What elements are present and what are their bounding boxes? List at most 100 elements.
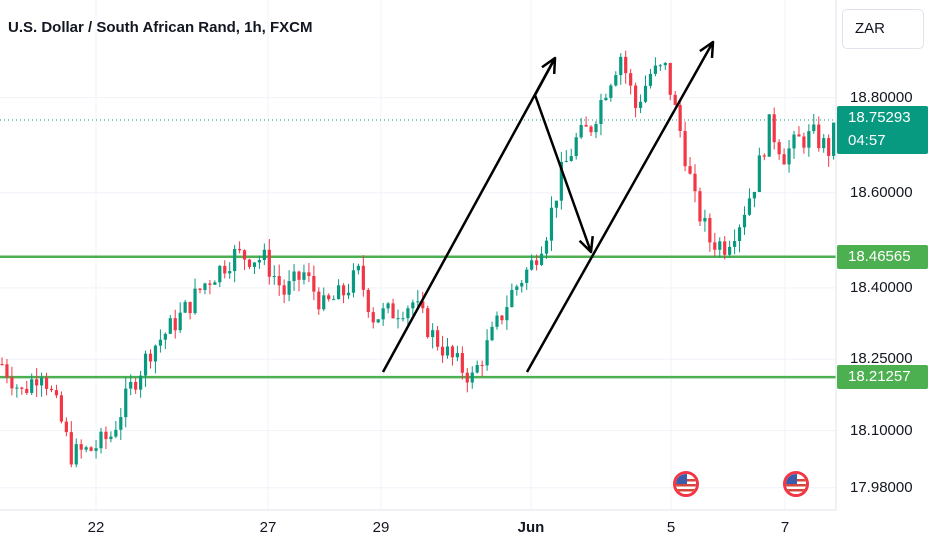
candle <box>79 439 83 459</box>
candle <box>653 57 657 77</box>
candle <box>346 283 351 299</box>
candle <box>544 236 549 259</box>
candle <box>376 318 380 324</box>
candle <box>341 283 346 304</box>
candle <box>74 438 78 468</box>
candle <box>668 62 672 101</box>
candle <box>648 68 653 89</box>
candle <box>767 114 771 157</box>
us-flag-icon[interactable] <box>673 471 699 497</box>
candle <box>772 107 776 150</box>
candle <box>208 279 212 295</box>
trend-arrow-down[interactable] <box>533 57 594 254</box>
candle <box>183 299 187 314</box>
candle <box>742 206 747 235</box>
candle <box>153 344 158 374</box>
candle <box>554 200 558 218</box>
us-flag-icon[interactable] <box>783 471 809 497</box>
candle <box>292 263 296 291</box>
candle <box>59 391 63 424</box>
candle <box>579 117 583 140</box>
candle <box>238 241 242 254</box>
candle <box>703 209 707 232</box>
candle <box>277 264 281 296</box>
candle <box>124 377 128 428</box>
candle <box>351 263 356 298</box>
trend-arrow-up-1[interactable] <box>381 56 557 373</box>
candle <box>213 280 217 285</box>
candle <box>539 246 544 267</box>
candle <box>589 125 593 137</box>
candle <box>752 191 756 208</box>
candle <box>54 384 59 399</box>
candle <box>426 305 430 339</box>
candle <box>520 280 524 293</box>
candle <box>495 311 499 330</box>
candle <box>762 153 766 161</box>
candle <box>797 126 801 137</box>
candle <box>178 302 182 333</box>
candle <box>421 291 425 314</box>
candle <box>322 287 326 312</box>
candle <box>574 132 578 160</box>
price-tick-label: 17.98000 <box>850 478 913 496</box>
candle <box>262 243 266 266</box>
candle <box>173 309 177 339</box>
candle <box>609 83 613 102</box>
candle <box>332 295 336 301</box>
price-tick-label: 18.25000 <box>850 350 913 368</box>
price-tick-label: 18.10000 <box>850 421 913 439</box>
candle <box>228 262 232 279</box>
candle <box>535 254 539 271</box>
candle <box>460 346 464 380</box>
trend-arrows[interactable] <box>381 40 715 373</box>
candle <box>450 344 455 366</box>
candle <box>713 232 717 257</box>
candle <box>0 357 4 366</box>
candle <box>356 263 360 275</box>
candle <box>733 229 737 255</box>
candle <box>233 244 237 283</box>
candle <box>559 151 563 210</box>
candle <box>64 417 68 437</box>
candle <box>624 50 628 84</box>
currency-button[interactable]: ZAR <box>842 9 924 49</box>
candle <box>287 270 291 302</box>
candle <box>163 332 167 350</box>
candle <box>40 372 44 397</box>
candle <box>594 120 598 139</box>
candle <box>832 122 836 160</box>
candle <box>416 290 420 307</box>
candle <box>515 284 519 296</box>
candle <box>777 139 781 160</box>
candle <box>242 249 247 271</box>
candle <box>188 301 192 320</box>
trend-arrow-up-2[interactable] <box>525 40 715 373</box>
time-tick-label: 5 <box>666 519 676 536</box>
candle <box>431 323 435 349</box>
candle <box>302 264 306 285</box>
candle <box>782 148 786 165</box>
time-tick-label: 7 <box>780 519 790 536</box>
candle <box>223 260 227 279</box>
time-tick-label: 27 <box>259 519 277 536</box>
candle <box>436 325 440 351</box>
candle <box>658 63 662 71</box>
candle <box>143 350 148 387</box>
candle <box>445 338 450 359</box>
candle <box>698 187 702 227</box>
candle <box>500 314 504 325</box>
candle <box>5 359 9 384</box>
candle <box>718 237 722 258</box>
candle <box>663 62 667 70</box>
candle <box>747 188 752 216</box>
candle <box>94 440 98 459</box>
candle <box>440 335 445 363</box>
support-level-label-1: 18.46565 <box>837 244 928 269</box>
price-tick-label: 18.40000 <box>850 278 913 296</box>
candle <box>629 68 633 95</box>
candle <box>480 360 484 377</box>
candle <box>673 91 677 106</box>
candle <box>69 421 73 468</box>
